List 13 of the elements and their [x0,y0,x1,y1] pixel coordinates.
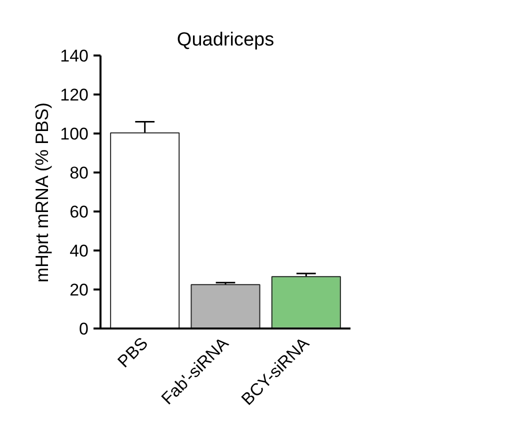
y-tick-label: 140 [60,46,89,66]
bar [190,284,260,328]
bar [271,276,341,328]
y-tick-label: 80 [70,164,89,182]
y-axis-title: mHprt mRNA (% PBS) [32,102,52,283]
y-tick-label: 100 [60,124,89,144]
y-tick-label: 0 [79,320,89,338]
bar [110,132,180,328]
chart-title: Quadriceps [176,30,274,50]
y-tick-label: 120 [60,86,89,104]
y-tick-label: 40 [70,242,89,260]
y-tick-label: 60 [70,202,89,222]
y-tick-label: 20 [70,280,89,300]
